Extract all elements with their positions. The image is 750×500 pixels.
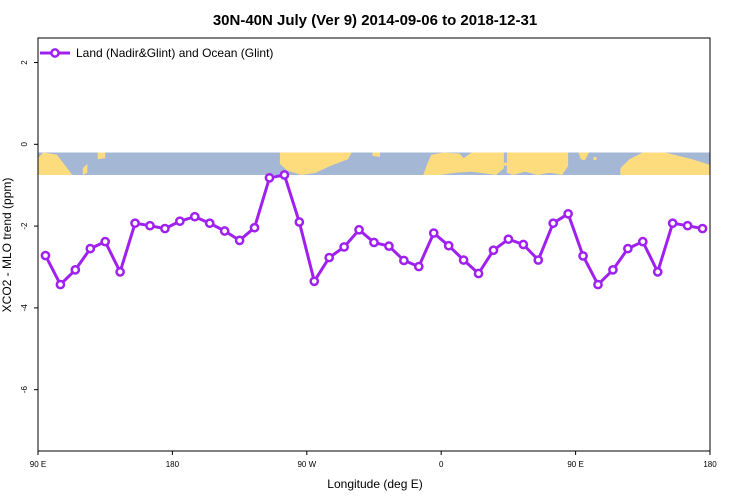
x-tick-label: 90 W [297,460,316,469]
data-point [234,235,245,246]
data-point [249,222,260,233]
data-point [175,216,185,227]
data-point [115,267,125,277]
chart-title: 30N-40N July (Ver 9) 2014-09-06 to 2018-… [213,12,537,29]
data-point [413,261,424,272]
data-point [339,242,349,252]
data-point [130,218,140,229]
x-axis-label: Longitude (deg E) [327,477,422,491]
data-point [399,255,409,266]
map-land-0 [38,152,73,175]
data-point [637,236,648,247]
data-point [697,223,708,234]
data-point [578,251,588,261]
map-land-5 [423,152,504,175]
data-point [682,220,693,231]
data-point [473,268,484,279]
y-tick-label: 2 [20,60,29,65]
y-tick-label: 0 [20,142,29,147]
x-tick-label: 0 [439,460,444,469]
y-tick-label: -2 [20,222,29,230]
data-point [279,170,290,180]
data-point [85,243,96,254]
map-island-0 [556,160,560,164]
data-point [384,241,394,251]
plot-area-frame [37,37,711,452]
x-tick-label: 90 E [30,460,46,469]
data-point [488,245,499,256]
legend-label: Land (Nadir&Glint) and Ocean (Glint) [76,46,273,60]
map-island-1 [593,156,597,160]
data-point [667,218,678,229]
data-point [354,224,364,235]
data-point [40,250,51,261]
data-point [369,237,379,248]
data-point [219,226,230,236]
data-point [324,252,335,263]
data-point [428,228,439,238]
y-tick-label: -4 [20,304,29,312]
data-point [309,276,320,287]
data-point [145,220,155,231]
data-point [518,239,529,250]
data-point [652,267,663,277]
map-land-1 [82,163,88,175]
data-point [160,223,170,234]
x-tick-label: 180 [703,460,717,469]
data-point [563,208,573,219]
data-point [55,279,66,290]
map-land-4 [372,152,380,157]
data-point [264,172,275,183]
data-point [204,218,215,229]
legend: Land (Nadir&Glint) and Ocean (Glint) [40,46,273,60]
map-land-8 [620,152,710,175]
x-tick-label: 90 E [567,460,583,469]
map-land-2 [97,152,106,160]
data-point [548,218,559,229]
data-point [294,217,305,227]
map-land-6 [506,152,569,175]
series-line [44,173,703,287]
x-axis: 90 E 180 90 W 0 90 E 180 [30,451,717,469]
legend-marker-swatch [50,48,60,58]
map-island-2 [503,162,507,166]
world-map-strip [38,152,710,175]
map-land-7 [578,152,589,161]
data-point [100,236,111,247]
y-axis: 2 0 -2 -4 -6 [20,60,38,393]
y-tick-label: -6 [20,386,29,394]
data-point [189,211,200,222]
data-point [503,234,514,245]
data-point [458,255,469,265]
data-point [593,279,603,290]
data-point [443,240,454,251]
data-point [623,243,633,254]
data-point [70,265,81,275]
data-point [608,265,618,275]
data-point [533,255,544,265]
series-layer [40,170,708,290]
map-land-3 [279,152,352,175]
x-tick-label: 180 [166,460,180,469]
y-axis-label: XCO2 - MLO trend (ppm) [0,178,14,313]
